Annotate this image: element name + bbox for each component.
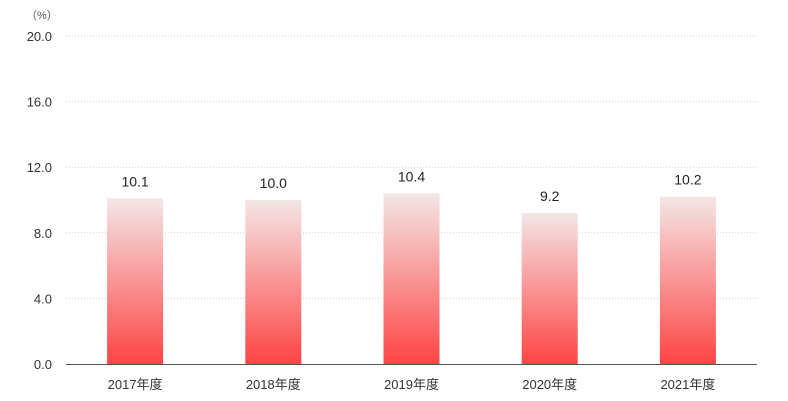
x-axis-tick-labels: 2017年度 2018年度 2019年度 2020年度 2021年度: [108, 377, 716, 392]
y-tick-label: 20.0: [27, 29, 52, 44]
y-tick-label: 12.0: [27, 160, 52, 175]
y-tick-label: 8.0: [34, 226, 52, 241]
data-label: 10.0: [260, 175, 287, 191]
bars: [107, 193, 716, 364]
x-tick-label: 2018年度: [246, 377, 301, 392]
y-axis-tick-labels: 0.0 4.0 8.0 12.0 16.0 20.0: [27, 29, 52, 372]
data-label: 9.2: [540, 188, 560, 204]
x-tick-label: 2021年度: [660, 377, 715, 392]
bar: [521, 213, 578, 364]
bar: [659, 196, 716, 364]
data-labels: 10.1 10.0 10.4 9.2 10.2: [121, 168, 701, 204]
bar: [245, 200, 302, 364]
y-tick-label: 0.0: [34, 357, 52, 372]
y-tick-label: 4.0: [34, 291, 52, 306]
y-axis-unit-label: （%）: [26, 9, 58, 22]
x-tick-label: 2017年度: [108, 377, 163, 392]
data-label: 10.4: [398, 168, 425, 184]
bar: [107, 198, 164, 364]
bar: [383, 193, 440, 364]
x-tick-label: 2019年度: [384, 377, 439, 392]
data-label: 10.1: [121, 173, 148, 189]
x-tick-label: 2020年度: [522, 377, 577, 392]
data-label: 10.2: [674, 172, 701, 188]
y-tick-label: 16.0: [27, 95, 52, 110]
